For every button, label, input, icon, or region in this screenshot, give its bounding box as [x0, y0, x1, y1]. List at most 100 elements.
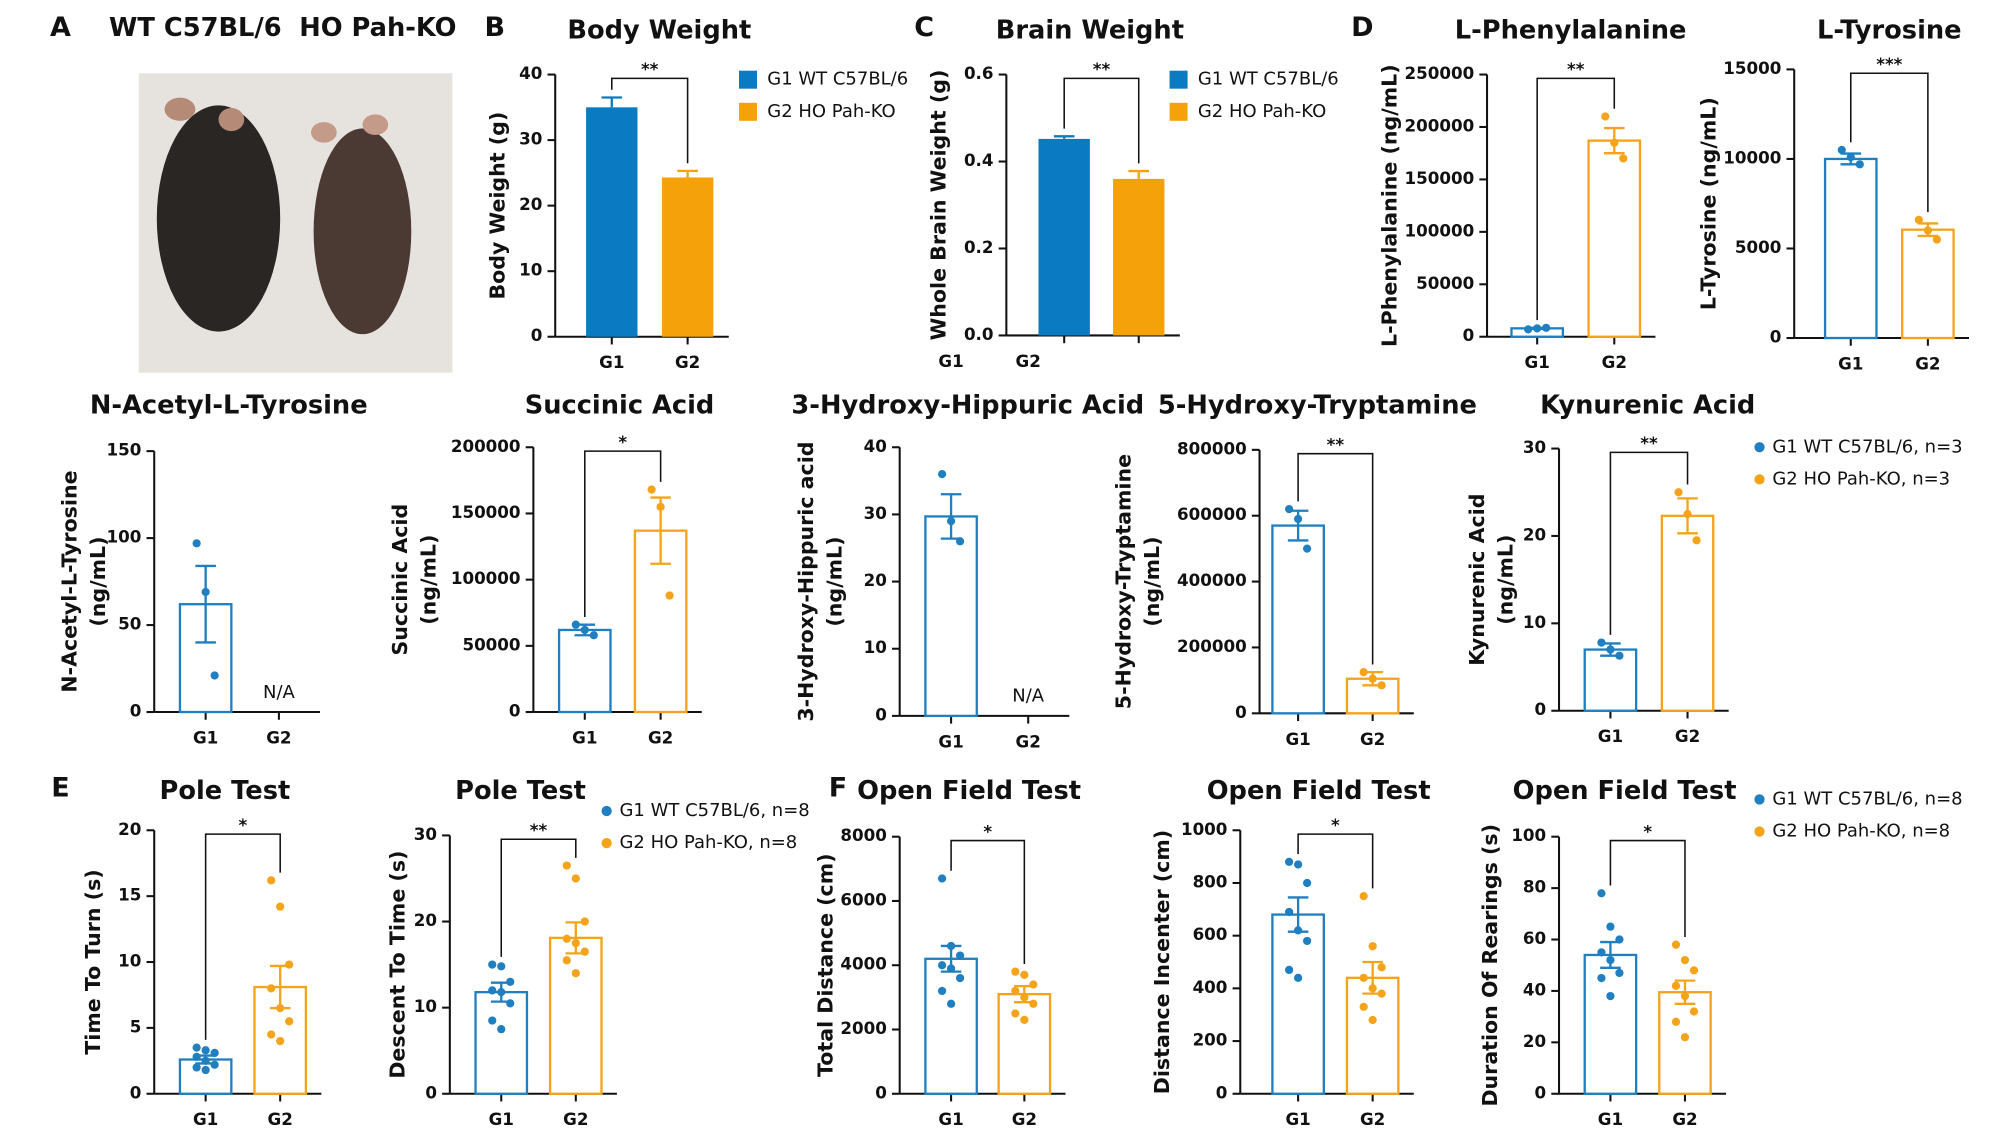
data-point [506, 999, 515, 1008]
y-tick-label: 20 [414, 910, 437, 930]
data-point [488, 960, 497, 969]
data-point [1680, 1033, 1690, 1042]
y-axis-label: Duration Of Rearings (s) [1478, 824, 1502, 1107]
y-tick-label: 30 [1523, 437, 1546, 457]
mouse-ear [164, 97, 196, 121]
panel-label: C [914, 12, 934, 43]
significance-label: ** [1327, 434, 1345, 454]
legend-label: G1 WT C57BL/6 [767, 69, 908, 90]
data-point [580, 917, 589, 926]
data-point [1846, 153, 1855, 162]
data-point [665, 591, 674, 600]
data-point [267, 984, 276, 993]
y-tick-label: 10 [118, 951, 141, 971]
significance-bracket [1609, 451, 1689, 635]
x-tick-label: G1 [572, 728, 597, 748]
y-axis-label: Total Distance (cm) [813, 853, 837, 1077]
data-point [497, 988, 506, 997]
legend-label: G2 HO Pah-KO [767, 101, 895, 122]
y-tick-label: 200000 [451, 436, 521, 456]
data-point [1011, 967, 1020, 976]
bar [1113, 178, 1165, 336]
data-point [1011, 986, 1020, 996]
y-tick-label: 200000 [1177, 636, 1247, 656]
y-tick-label: 6000 [840, 889, 886, 909]
panel-label: D [1351, 12, 1373, 43]
y-tick-label: 0.4 [964, 150, 994, 170]
legend-swatch [1169, 70, 1188, 89]
data-point [1597, 948, 1606, 957]
x-tick-label: G2 [563, 1109, 588, 1129]
y-tick-label: 50 [118, 614, 141, 634]
y-tick-label: 30 [864, 503, 887, 523]
significance-label: * [1643, 821, 1652, 841]
data-point [488, 1016, 497, 1025]
data-point [1359, 668, 1368, 677]
bar [924, 515, 978, 718]
chart: Pole Test E Time To Turn (s) 0 5 10 15 20 G1 G2 * [51, 773, 322, 1129]
data-point [589, 631, 598, 640]
y-tick-label: 10 [414, 996, 437, 1016]
y-tick-label: 0 [875, 1082, 887, 1102]
legend-label: G1 WT C57BL/6, n=8 [1772, 788, 1962, 809]
y-axis-label: (ng/mL) [822, 537, 846, 627]
y-tick-label: 0.0 [964, 324, 994, 344]
y-tick-label: 150000 [1405, 168, 1475, 188]
y-tick-label: 20 [1523, 524, 1546, 544]
data-point [955, 973, 965, 983]
legend-swatch [739, 102, 758, 121]
x-tick-label: G1 [1598, 726, 1623, 746]
chart-title: L-Tyrosine [1817, 15, 1962, 45]
y-tick-label: 10 [519, 260, 542, 280]
y-tick-label: 200000 [1405, 115, 1475, 135]
chart: 5-Hydroxy-Tryptamine 5-Hydroxy-Tryptamine… [1112, 391, 1477, 749]
data-point [201, 587, 210, 597]
y-axis-label: (ng/mL) [1140, 537, 1164, 627]
data-point [1020, 970, 1029, 979]
chart-title: Succinic Acid [525, 391, 715, 421]
y-tick-label: 5000 [1735, 237, 1781, 257]
y-tick-label: 2000 [840, 1018, 886, 1038]
data-point [946, 999, 956, 1008]
y-tick-label: 30 [414, 824, 437, 844]
data-point [571, 620, 580, 629]
x-tick-label: G1 [1598, 1109, 1623, 1129]
significance-label: ** [1093, 59, 1111, 79]
x-tick-label: G1 [1285, 1109, 1310, 1129]
legend-label: G1 WT C57BL/6, n=8 [619, 800, 809, 821]
data-point [210, 1048, 219, 1058]
bar [178, 1058, 233, 1095]
data-point [497, 1025, 506, 1034]
y-tick-label: 4000 [840, 954, 886, 974]
y-tick-label: 40 [864, 436, 887, 456]
legend-marker [1754, 442, 1765, 453]
x-tick-label: G2 [266, 728, 291, 748]
panel-label: F [829, 773, 847, 804]
data-point [1932, 235, 1941, 244]
x-tick-label: G1 [193, 1109, 218, 1129]
data-point [506, 977, 515, 986]
panel-label: B [485, 12, 506, 43]
mouse-ko [313, 128, 412, 335]
x-tick-label: G2 [648, 728, 673, 748]
data-point [276, 1036, 285, 1046]
y-axis-label: (ng/mL) [86, 537, 110, 627]
y-tick-label: 8000 [840, 825, 886, 845]
data-point [1610, 138, 1619, 147]
data-point [1284, 907, 1294, 917]
bar [586, 107, 638, 337]
chart: Brain Weight C Whole Brain Weight (g) 0.0 0.… [914, 12, 1339, 371]
data-point [1368, 942, 1377, 951]
y-tick-label: 600000 [1177, 504, 1247, 524]
legend-label: G2 HO Pah-KO, n=3 [1772, 468, 1950, 489]
data-point [647, 485, 656, 494]
data-point [285, 1017, 294, 1026]
y-axis-label: L-Tyrosine (ng/mL) [1696, 97, 1720, 310]
y-tick-label: 20 [1523, 1031, 1546, 1051]
y-tick-label: 20 [118, 819, 141, 839]
significance-bracket [1609, 839, 1686, 937]
chart-title: N-Acetyl-L-Tyrosine [90, 391, 368, 421]
x-tick-label: G1 [1285, 729, 1310, 749]
